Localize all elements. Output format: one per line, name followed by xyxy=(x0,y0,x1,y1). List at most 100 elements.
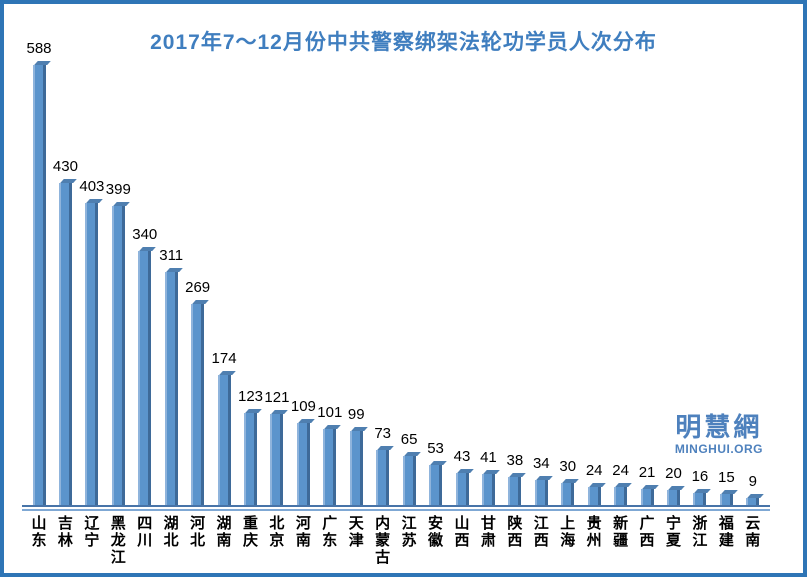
category-label: 四川 xyxy=(137,515,153,549)
bar-slot: 73 xyxy=(370,425,396,505)
category-label: 河北 xyxy=(190,515,206,549)
category-label: 宁夏 xyxy=(665,515,681,549)
bar-slot: 123 xyxy=(238,388,264,505)
category-label: 新疆 xyxy=(613,515,629,549)
category-label: 江西 xyxy=(533,515,549,549)
bar-value-label: 21 xyxy=(638,464,656,481)
bar-slot: 588 xyxy=(26,40,52,505)
category-label: 上海 xyxy=(560,515,576,549)
baseline-light xyxy=(22,509,770,511)
bar: 21 xyxy=(639,464,655,505)
bar-slot: 403 xyxy=(79,178,105,505)
bar-value-label: 311 xyxy=(159,247,184,264)
bar-slot: 24 xyxy=(608,462,634,505)
bar-slot: 34 xyxy=(528,455,554,505)
category-label: 湖南 xyxy=(216,515,232,549)
category-label: 安徽 xyxy=(428,515,444,549)
bar-slot: 101 xyxy=(317,404,343,505)
bar-value-label: 9 xyxy=(748,473,757,490)
bar-value-label: 53 xyxy=(427,440,444,457)
bar-slot: 340 xyxy=(132,226,158,505)
category-label: 河南 xyxy=(295,515,311,549)
category-label: 陕西 xyxy=(507,515,523,549)
bar-slot: 311 xyxy=(158,247,184,505)
category-label: 天津 xyxy=(348,515,364,549)
category-label: 黑龙江 xyxy=(110,515,126,566)
category-label: 广东 xyxy=(322,515,338,549)
category-label: 广西 xyxy=(639,515,655,549)
bar-value-label: 588 xyxy=(26,40,52,57)
category-label: 云南 xyxy=(745,515,761,549)
bar-value-label: 123 xyxy=(237,388,264,405)
bar: 34 xyxy=(533,455,550,505)
bar-value-label: 403 xyxy=(79,178,105,195)
bar-value-label: 121 xyxy=(264,389,290,406)
bar-value-label: 65 xyxy=(400,431,418,448)
bar: 30 xyxy=(559,458,576,505)
watermark: 明慧網 MINGHUI.ORG xyxy=(675,412,763,456)
category-label: 重庆 xyxy=(242,515,258,549)
bar: 174 xyxy=(212,350,237,505)
bars: 588 430 403 399 340 311 269 174 123 121 109 101 99 73… xyxy=(26,4,766,505)
bar-value-label: 73 xyxy=(374,425,392,442)
category-label: 福建 xyxy=(718,515,734,549)
chart-title: 2017年7～12月份中共警察绑架法轮功学员人次分布 xyxy=(150,31,657,54)
bar: 43 xyxy=(454,448,470,505)
bar-value-label: 16 xyxy=(691,468,709,485)
bar-slot: 9 xyxy=(740,473,766,505)
bar-value-label: 109 xyxy=(290,398,316,415)
category-label: 贵州 xyxy=(586,515,602,549)
bar-slot: 16 xyxy=(687,468,713,505)
bar: 24 xyxy=(612,462,629,505)
bar-slot: 21 xyxy=(634,464,660,505)
bar-value-label: 20 xyxy=(665,465,682,482)
bar-value-label: 38 xyxy=(506,452,524,469)
minghui-logo-text: 明慧網 xyxy=(675,412,763,442)
bar: 588 xyxy=(26,40,52,505)
bar: 16 xyxy=(692,468,708,505)
bar-value-label: 269 xyxy=(185,279,211,296)
bar-slot: 109 xyxy=(290,398,316,505)
bar: 15 xyxy=(718,469,735,505)
bar: 53 xyxy=(427,440,444,505)
bar-slot: 53 xyxy=(423,440,449,505)
bar: 121 xyxy=(264,389,289,505)
bar: 269 xyxy=(185,279,210,505)
bar: 109 xyxy=(291,398,316,505)
bar: 101 xyxy=(317,404,342,505)
bar-slot: 20 xyxy=(661,465,687,505)
category-label: 辽宁 xyxy=(84,515,100,549)
minghui-site-text: MINGHUI.ORG xyxy=(674,442,763,456)
bar-value-label: 340 xyxy=(132,226,158,243)
bar-value-label: 30 xyxy=(559,458,577,475)
bar-value-label: 101 xyxy=(317,404,343,421)
category-label: 山东 xyxy=(31,515,47,549)
bar: 9 xyxy=(746,473,760,505)
category-label: 甘肃 xyxy=(480,515,496,549)
bar: 38 xyxy=(507,452,523,505)
bar-value-label: 15 xyxy=(718,469,735,486)
category-label: 内蒙古 xyxy=(375,515,391,566)
bar: 311 xyxy=(159,247,183,505)
bar-slot: 121 xyxy=(264,389,290,505)
bar-slot: 399 xyxy=(105,181,131,505)
bar-slot: 99 xyxy=(343,406,369,505)
bar-slot: 15 xyxy=(713,469,739,505)
bar-slot: 30 xyxy=(555,458,581,505)
bar-value-label: 174 xyxy=(211,350,237,367)
bar: 41 xyxy=(480,449,497,505)
category-labels: 山东 吉林 辽宁 黑龙江 四川 湖北 河北 湖南 重庆 北京 河南 广东 天津 内蒙古 江苏 安徽 山西 甘肃 陕西… xyxy=(26,515,766,566)
bar-slot: 65 xyxy=(396,431,422,505)
bar-slot: 38 xyxy=(502,452,528,505)
bar-slot: 43 xyxy=(449,448,475,505)
bar: 403 xyxy=(79,178,104,505)
bar-value-label: 24 xyxy=(612,462,629,479)
bar-slot: 24 xyxy=(581,462,607,505)
bar: 430 xyxy=(53,158,78,505)
bar: 99 xyxy=(348,406,365,505)
bar: 340 xyxy=(132,226,157,505)
category-label: 北京 xyxy=(269,515,285,549)
bar: 399 xyxy=(106,181,131,505)
category-label: 江苏 xyxy=(401,515,417,549)
